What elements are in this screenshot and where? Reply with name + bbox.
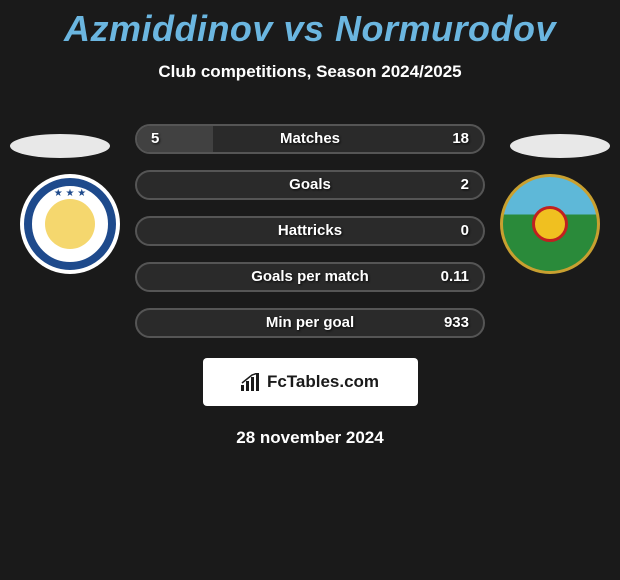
stat-row: Hattricks0 bbox=[135, 216, 485, 246]
stat-label: Matches bbox=[137, 126, 483, 152]
stat-row: Goals per match0.11 bbox=[135, 262, 485, 292]
team-badge-left: ★ ★ ★ bbox=[20, 174, 120, 274]
player1-name: Azmiddinov bbox=[64, 8, 273, 49]
stat-value-right: 0.11 bbox=[441, 264, 469, 290]
stat-value-right: 18 bbox=[452, 126, 469, 152]
player2-name: Normurodov bbox=[335, 8, 556, 49]
site-name: FcTables.com bbox=[267, 372, 379, 392]
subtitle: Club competitions, Season 2024/2025 bbox=[0, 62, 620, 82]
page-title: Azmiddinov vs Normurodov bbox=[0, 0, 620, 50]
logo-sun-icon bbox=[532, 206, 568, 242]
stats-container: ★ ★ ★ 5Matches18 Goals2 Hattricks0 Goals pe… bbox=[0, 124, 620, 338]
stats-list: 5Matches18 Goals2 Hattricks0 Goals per matc… bbox=[135, 124, 485, 338]
logo-inner-icon bbox=[45, 199, 95, 249]
stat-label: Goals per match bbox=[137, 264, 483, 290]
bunyodkor-logo bbox=[500, 174, 600, 274]
site-credit: FcTables.com bbox=[203, 358, 418, 406]
stat-value-right: 2 bbox=[461, 172, 469, 198]
pakhtakor-logo: ★ ★ ★ bbox=[20, 174, 120, 274]
stat-label: Goals bbox=[137, 172, 483, 198]
stat-label: Hattricks bbox=[137, 218, 483, 244]
stat-value-right: 0 bbox=[461, 218, 469, 244]
logo-stars-icon: ★ ★ ★ bbox=[54, 188, 86, 199]
vs-text: vs bbox=[283, 8, 324, 49]
stat-row: Min per goal933 bbox=[135, 308, 485, 338]
stat-row: Goals2 bbox=[135, 170, 485, 200]
date-text: 28 november 2024 bbox=[0, 428, 620, 448]
shadow-ellipse-left bbox=[10, 134, 110, 158]
chart-icon bbox=[241, 373, 263, 391]
team-badge-right bbox=[500, 174, 600, 274]
stat-label: Min per goal bbox=[137, 310, 483, 336]
stat-value-right: 933 bbox=[444, 310, 469, 336]
stat-row: 5Matches18 bbox=[135, 124, 485, 154]
shadow-ellipse-right bbox=[510, 134, 610, 158]
